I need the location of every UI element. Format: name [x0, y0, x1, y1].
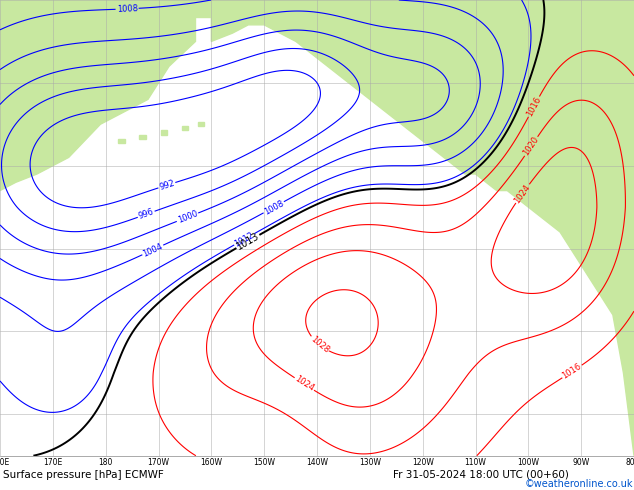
Text: 150W: 150W	[253, 459, 275, 467]
Text: 90W: 90W	[573, 459, 590, 467]
Text: 160W: 160W	[200, 459, 223, 467]
Text: 1024: 1024	[513, 182, 533, 205]
Text: 996: 996	[137, 207, 155, 221]
Polygon shape	[198, 122, 204, 126]
Text: 130W: 130W	[359, 459, 381, 467]
Text: 80W: 80W	[625, 459, 634, 467]
Polygon shape	[211, 0, 634, 456]
Text: 1013: 1013	[235, 231, 261, 252]
Text: 1016: 1016	[525, 95, 543, 118]
Text: ©weatheronline.co.uk: ©weatheronline.co.uk	[524, 479, 633, 490]
Text: 120W: 120W	[411, 459, 434, 467]
Text: 1008: 1008	[117, 4, 138, 14]
Text: 1012: 1012	[233, 230, 256, 248]
Text: 170W: 170W	[148, 459, 169, 467]
Text: 1016: 1016	[560, 362, 583, 381]
Text: 1000: 1000	[176, 209, 199, 225]
Text: Surface pressure [hPa] ECMWF: Surface pressure [hPa] ECMWF	[3, 469, 164, 480]
Polygon shape	[139, 135, 146, 139]
Text: 180: 180	[98, 459, 113, 467]
Text: 1028: 1028	[308, 334, 330, 355]
Text: 992: 992	[158, 178, 176, 192]
Text: 1008: 1008	[262, 198, 285, 216]
Polygon shape	[182, 126, 188, 130]
Text: 1004: 1004	[141, 242, 164, 258]
Polygon shape	[0, 0, 195, 191]
Text: 100W: 100W	[517, 459, 540, 467]
Polygon shape	[160, 130, 167, 135]
Text: 1020: 1020	[522, 135, 541, 157]
Text: 160E: 160E	[0, 459, 10, 467]
Text: 170E: 170E	[43, 459, 63, 467]
Text: Fr 31-05-2024 18:00 UTC (00+60): Fr 31-05-2024 18:00 UTC (00+60)	[393, 469, 569, 480]
Polygon shape	[119, 139, 125, 143]
Text: 1024: 1024	[293, 375, 316, 393]
Text: 140W: 140W	[306, 459, 328, 467]
Text: 110W: 110W	[465, 459, 486, 467]
Polygon shape	[0, 0, 211, 17]
